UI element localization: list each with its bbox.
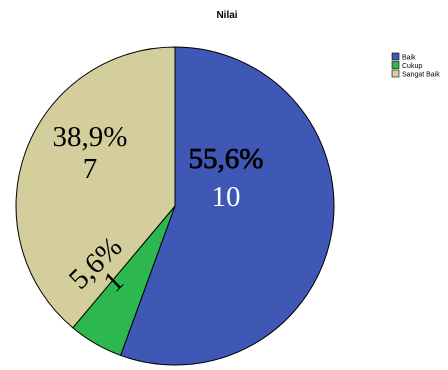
- pie-slice-baik: [119, 46, 335, 366]
- legend-label: Baik: [402, 54, 416, 61]
- chart-title: Nilai: [216, 10, 237, 21]
- data-label-group-sangat-baik: 38,9%7: [53, 121, 128, 185]
- percent-label: 38,9%: [53, 121, 128, 153]
- legend-swatch: [391, 52, 400, 61]
- pie-slices: [15, 46, 335, 366]
- pie-slice-sangat-baik: [15, 46, 176, 329]
- percent-label: 55,6%: [189, 143, 264, 175]
- data-labels: 55,6%105,6%138,9%7: [53, 121, 264, 298]
- data-label-group-baik: 55,6% 10: [188, 143, 264, 213]
- legend-label: Cukup: [402, 63, 422, 70]
- count-label: 7: [83, 153, 98, 185]
- legend-label: Sangat Baik: [402, 71, 440, 78]
- count-label: 10: [212, 181, 241, 213]
- legend-swatch: [391, 61, 400, 69]
- legend-swatch: [391, 69, 400, 78]
